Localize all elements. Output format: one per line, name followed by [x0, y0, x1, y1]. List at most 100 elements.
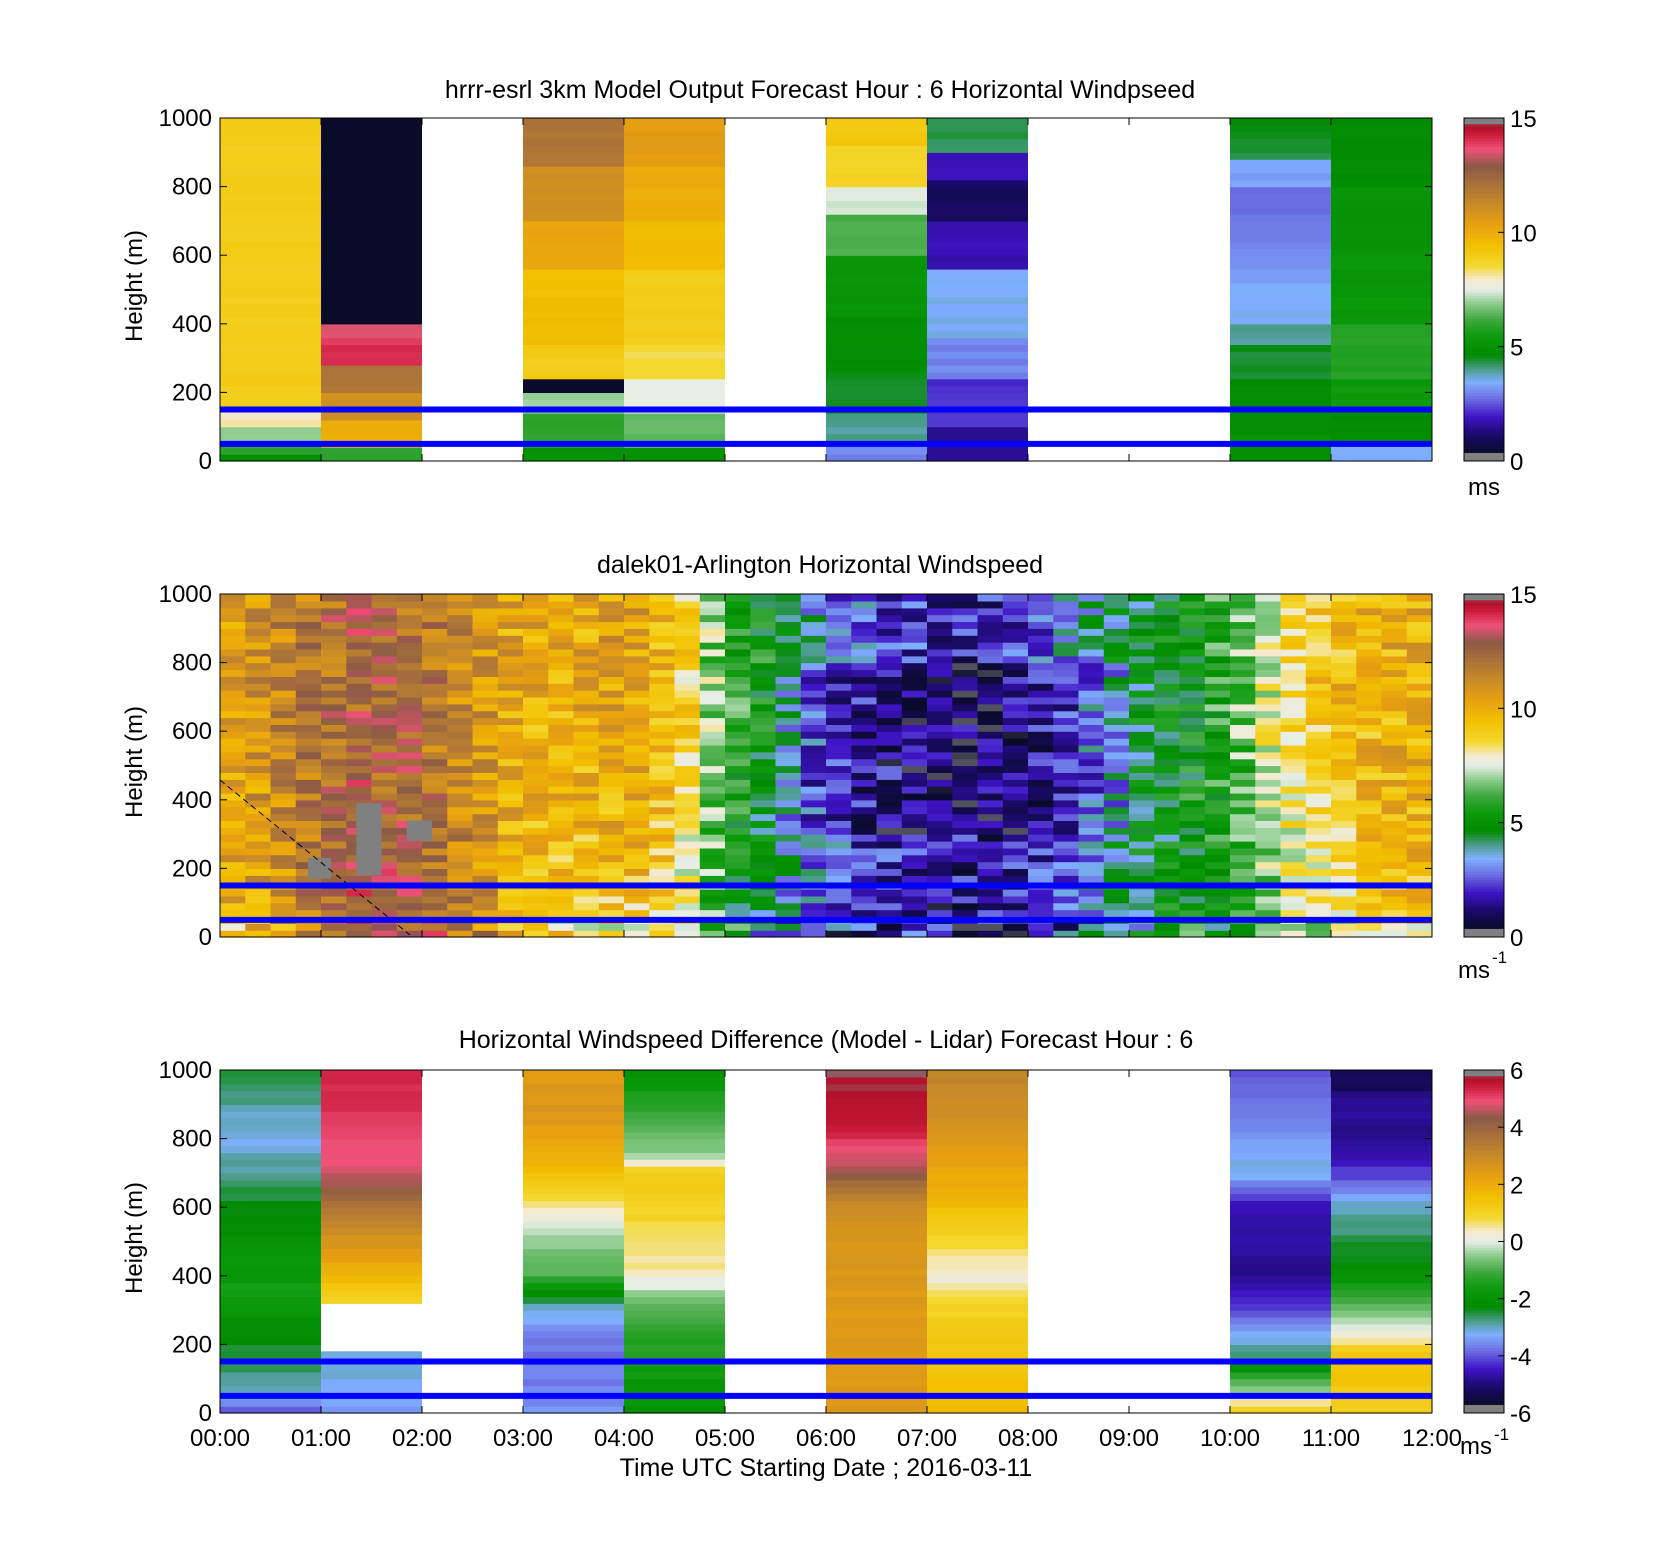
heatmap-cell: [927, 1378, 1028, 1387]
heatmap-cell: [321, 1118, 422, 1126]
heatmap-cell: [851, 621, 877, 629]
heatmap-cell: [321, 923, 347, 931]
heatmap-cell: [851, 669, 877, 677]
heatmap-cell: [523, 1337, 624, 1345]
heatmap-cell: [1406, 710, 1433, 719]
heatmap-cell: [321, 841, 347, 849]
heatmap-cell: [1230, 159, 1331, 167]
heatmap-cell: [1280, 648, 1307, 657]
heatmap-cell: [927, 413, 1028, 421]
heatmap-cell: [523, 683, 549, 691]
colorbar-segment: [1464, 135, 1504, 139]
heatmap-cell: [927, 419, 1028, 428]
colorbar-segment: [1464, 220, 1504, 225]
heatmap-cell: [750, 594, 776, 602]
colorbar-segment: [1464, 722, 1504, 726]
heatmap-cell: [1002, 889, 1029, 897]
heatmap-cell: [523, 786, 549, 794]
x-tick-label: 02:00: [392, 1425, 452, 1452]
heatmap-cell: [1331, 371, 1432, 380]
heatmap-cell: [1154, 820, 1180, 828]
heatmap-cell: [775, 758, 802, 767]
heatmap-cell: [270, 696, 297, 705]
heatmap-cell: [826, 648, 852, 657]
colorbar-segment: [1464, 158, 1504, 162]
heatmap-cell: [624, 193, 725, 201]
heatmap-cell: [1381, 724, 1408, 732]
heatmap-cell: [497, 930, 524, 938]
heatmap-cell: [1103, 614, 1130, 623]
heatmap-cell: [321, 419, 422, 428]
colorbar-segment: [1464, 1355, 1504, 1360]
heatmap-cell: [649, 621, 675, 629]
heatmap-cell: [1028, 806, 1054, 815]
heatmap-cell: [1356, 758, 1382, 767]
heatmap-cell: [321, 1289, 422, 1297]
heatmap-cell: [1179, 635, 1206, 643]
heatmap-cell: [750, 744, 776, 753]
heatmap-cell: [1381, 717, 1408, 725]
heatmap-cell: [1230, 1248, 1331, 1256]
heatmap-cell: [624, 1083, 725, 1092]
heatmap-cell: [295, 614, 322, 623]
heatmap-cell: [598, 868, 625, 876]
heatmap-cell: [1078, 676, 1105, 684]
heatmap-cell: [624, 1193, 725, 1201]
heatmap-cell: [523, 131, 624, 140]
heatmap-column: [270, 594, 297, 938]
heatmap-cell: [346, 772, 372, 780]
heatmap-cell: [750, 690, 776, 698]
heatmap-cell: [927, 220, 1028, 229]
heatmap-cell: [371, 696, 398, 705]
heatmap-cell: [977, 690, 1004, 698]
heatmap-cell: [1305, 786, 1332, 794]
colorbar-segment: [1464, 172, 1504, 176]
heatmap-cell: [1331, 1159, 1432, 1167]
heatmap-cell: [1331, 1186, 1432, 1195]
heatmap-cell: [346, 724, 372, 732]
colorbar-segment: [1464, 634, 1504, 638]
heatmap-cell: [1103, 779, 1130, 787]
heatmap-cell: [1331, 323, 1432, 332]
colorbar-segment: [1464, 1184, 1504, 1188]
colorbar-segment: [1464, 286, 1504, 290]
heatmap-cell: [321, 690, 347, 698]
heatmap-cell: [245, 923, 271, 931]
colorbar-segment: [1464, 118, 1504, 122]
heatmap-cell: [447, 813, 473, 821]
heatmap-cell: [674, 696, 701, 705]
heatmap-cell: [523, 607, 549, 616]
heatmap-cell: [1230, 200, 1331, 208]
heatmap-cell: [851, 696, 877, 705]
heatmap-cell: [220, 207, 321, 215]
heatmap-cell: [220, 1296, 321, 1304]
heatmap-cell: [800, 909, 827, 918]
heatmap-cell: [1028, 861, 1054, 869]
heatmap-cell: [674, 744, 701, 753]
heatmap-cell: [1305, 868, 1332, 876]
heatmap-cell: [1078, 690, 1105, 698]
heatmap-cell: [523, 628, 549, 636]
heatmap-cell: [1028, 724, 1054, 732]
colorbar-segment: [1464, 280, 1504, 285]
colorbar-segment: [1464, 665, 1504, 669]
heatmap-cell: [371, 861, 398, 869]
heatmap-cell: [1280, 792, 1307, 801]
heatmap-cell: [1129, 786, 1155, 794]
heatmap-cell: [624, 248, 725, 256]
colorbar-segment: [1464, 200, 1504, 205]
heatmap-cell: [1255, 799, 1281, 808]
heatmap-cell: [1204, 696, 1231, 705]
heatmap-cell: [1230, 1207, 1331, 1215]
colorbar-segment: [1464, 283, 1504, 288]
heatmap-cell: [1028, 799, 1054, 808]
heatmap-cell: [901, 607, 928, 616]
heatmap-cell: [826, 1255, 927, 1263]
heatmap-cell: [624, 1262, 725, 1270]
heatmap-cell: [1053, 614, 1079, 623]
heatmap-cell: [346, 607, 372, 616]
heatmap-cell: [1078, 635, 1105, 643]
heatmap-cell: [876, 614, 903, 623]
heatmap-cell: [750, 868, 776, 876]
heatmap-cell: [1028, 635, 1054, 643]
